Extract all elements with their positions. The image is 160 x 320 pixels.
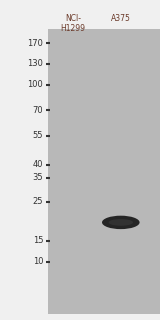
Ellipse shape	[109, 219, 133, 226]
Text: 100: 100	[28, 80, 43, 89]
Text: 35: 35	[33, 173, 43, 182]
Text: 170: 170	[27, 39, 43, 48]
Text: 55: 55	[33, 132, 43, 140]
Text: 70: 70	[33, 106, 43, 115]
Text: 40: 40	[33, 160, 43, 169]
Text: 10: 10	[33, 257, 43, 266]
Text: A375: A375	[111, 14, 131, 23]
Bar	[48, 29, 160, 314]
Text: NCI-
H1299: NCI- H1299	[60, 14, 85, 34]
Text: 15: 15	[33, 236, 43, 245]
Text: 130: 130	[27, 60, 43, 68]
Text: 25: 25	[33, 197, 43, 206]
Ellipse shape	[102, 216, 140, 229]
